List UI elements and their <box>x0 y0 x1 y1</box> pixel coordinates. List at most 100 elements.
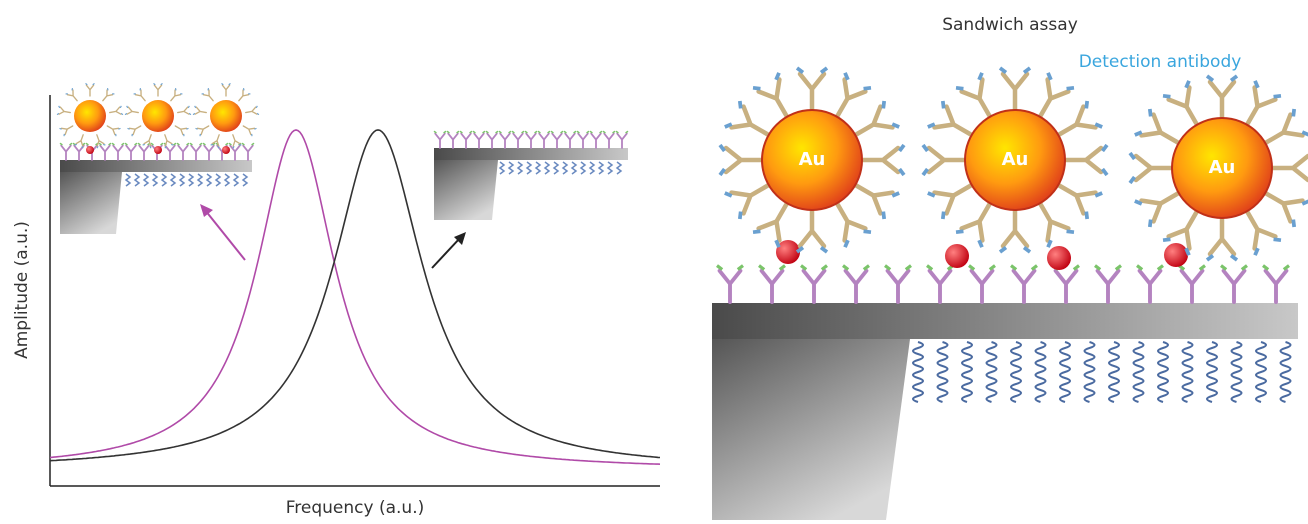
antibody-tip <box>447 131 459 133</box>
antigen <box>222 146 230 154</box>
antibody-tip <box>86 143 98 145</box>
antibody-shape <box>135 90 147 103</box>
antibody-shape <box>1098 271 1119 302</box>
spring <box>987 342 997 402</box>
antibody-shape <box>168 90 180 103</box>
antibody-shape <box>435 134 445 148</box>
antibody-shape <box>726 148 762 172</box>
antibody <box>60 143 72 160</box>
panel-title: Sandwich assay <box>942 15 1078 35</box>
antibody-shape <box>1210 218 1234 254</box>
antibody-tip <box>60 143 72 145</box>
antibody-tip <box>66 88 74 95</box>
arrow-head <box>200 204 213 217</box>
antibody-tip <box>969 266 995 270</box>
spring <box>1281 342 1291 402</box>
x-axis-label: Frequency (a.u.) <box>286 498 425 518</box>
spring <box>563 162 567 174</box>
antibody <box>235 88 250 103</box>
antibody-shape <box>1182 271 1203 302</box>
antibody-tip <box>616 131 628 133</box>
spring <box>1060 342 1070 402</box>
antibody-shape <box>1056 271 1077 302</box>
antibody-shape <box>61 146 71 160</box>
antibody <box>923 145 965 175</box>
antibody-tip <box>590 131 602 133</box>
antibody-tip <box>801 266 827 270</box>
antibody-shape <box>578 134 588 148</box>
antibody-shape <box>474 134 484 148</box>
spring <box>500 162 504 174</box>
antibody <box>154 83 163 96</box>
antibody <box>538 131 550 148</box>
antibody <box>1095 266 1121 302</box>
antibody-tip <box>900 145 905 175</box>
antibody-tip <box>759 266 785 270</box>
antibody-shape <box>139 146 149 160</box>
antibody-shape <box>76 134 86 147</box>
spring <box>243 174 247 186</box>
antibody <box>66 88 81 103</box>
antibody-shape <box>800 210 824 246</box>
antibody-tip <box>154 83 163 84</box>
antibody-shape <box>86 85 93 96</box>
antibody-tip <box>577 131 589 133</box>
antibody <box>134 88 149 103</box>
antibody-shape <box>1003 74 1027 110</box>
antibody-tip <box>112 143 124 145</box>
antibody-tip <box>564 131 576 133</box>
antibody <box>797 68 827 110</box>
antibody-shape <box>1266 271 1287 302</box>
antibody-tip <box>1263 266 1289 270</box>
antibody-tip <box>486 131 498 133</box>
antibody-shape <box>67 90 79 103</box>
antibody-tip <box>927 266 953 270</box>
antibody <box>759 266 785 302</box>
antibody <box>1263 266 1289 302</box>
antibody-shape <box>762 271 783 302</box>
antibody <box>486 131 498 148</box>
antibody-shape <box>245 107 257 116</box>
antibody <box>99 88 114 103</box>
spring <box>180 174 184 186</box>
antibody-tip <box>243 88 251 95</box>
antibody-shape <box>1140 271 1161 302</box>
antibody <box>177 143 189 160</box>
inset-loaded <box>57 83 259 234</box>
spring <box>1183 342 1193 402</box>
antibody-shape <box>552 134 562 148</box>
antibody <box>862 145 904 175</box>
antibody <box>577 131 589 148</box>
assay-illustration <box>712 266 1298 520</box>
antibody-shape <box>242 123 255 135</box>
antibody-tip <box>1130 153 1135 183</box>
antibody-tip <box>923 145 928 175</box>
spring <box>1232 342 1242 402</box>
antibody <box>1011 266 1037 302</box>
antibody-shape <box>62 123 75 135</box>
spring <box>234 174 238 186</box>
antibody-shape <box>800 74 824 110</box>
antibody-shape <box>236 90 248 103</box>
spring <box>1134 342 1144 402</box>
spring <box>536 162 540 174</box>
antibody <box>60 122 75 136</box>
antibody-tip <box>202 88 210 95</box>
spring <box>1256 342 1266 402</box>
antibody-shape <box>1136 156 1172 180</box>
antibody-shape <box>862 148 898 172</box>
antibody <box>138 143 150 160</box>
antibody <box>125 143 137 160</box>
antibody-shape <box>513 134 523 148</box>
antibody-tip <box>512 131 524 133</box>
y-axis-label: Amplitude (a.u.) <box>12 221 32 359</box>
antibody-tip <box>1000 248 1030 253</box>
antibody-tip <box>797 68 827 73</box>
antibody-shape <box>461 134 471 148</box>
antibody-shape <box>1014 271 1035 302</box>
antibody-shape <box>106 123 119 135</box>
antibody <box>112 143 124 160</box>
antibody-tip <box>797 248 827 253</box>
antigen <box>776 240 800 264</box>
antibody <box>93 133 106 148</box>
